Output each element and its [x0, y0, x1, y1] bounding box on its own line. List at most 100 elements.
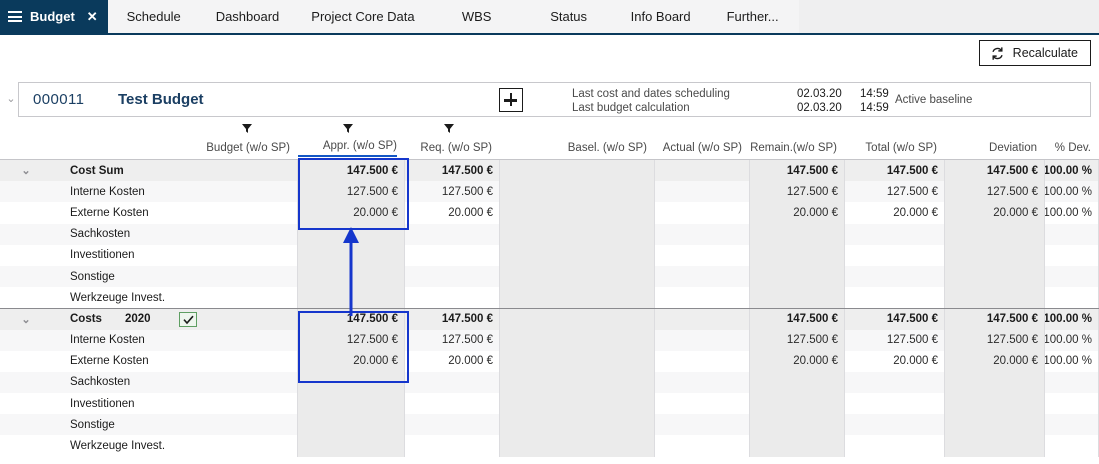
cell-pctdev[interactable]: 100.00 %	[1045, 160, 1099, 182]
cell-basel[interactable]	[500, 435, 655, 457]
cell-req[interactable]	[405, 371, 500, 394]
cell-basel[interactable]	[500, 393, 655, 415]
column-header-pctdev[interactable]: % Dev.	[1045, 142, 1091, 157]
cell-budget[interactable]	[203, 181, 298, 203]
tab-dashboard[interactable]: Dashboard	[200, 0, 296, 33]
cell-deviation[interactable]	[945, 265, 1045, 288]
cell-deviation[interactable]	[945, 287, 1045, 309]
cell-appr[interactable]: 147.500 €	[298, 309, 405, 330]
cell-deviation[interactable]: 147.500 €	[945, 160, 1045, 182]
group-row[interactable]: ⌄ Costs 2020 147.500 €147.500 €147.500 €147…	[0, 308, 1099, 330]
cell-deviation[interactable]	[945, 371, 1045, 394]
cell-total[interactable]: 127.500 €	[845, 329, 945, 351]
filter-funnel-icon[interactable]	[342, 123, 354, 134]
cell-budget[interactable]	[203, 265, 298, 288]
cell-remain[interactable]	[750, 393, 845, 415]
cell-actual[interactable]	[655, 329, 750, 351]
cell-req[interactable]: 147.500 €	[405, 160, 500, 182]
cell-remain[interactable]	[750, 287, 845, 309]
cell-basel[interactable]	[500, 287, 655, 309]
cell-budget[interactable]	[203, 287, 298, 309]
cell-remain[interactable]	[750, 371, 845, 394]
cell-pctdev[interactable]: 100.00 %	[1045, 181, 1099, 203]
cell-deviation[interactable]	[945, 244, 1045, 266]
cell-basel[interactable]	[500, 371, 655, 394]
cell-deviation[interactable]: 127.500 €	[945, 329, 1045, 351]
cell-actual[interactable]	[655, 223, 750, 245]
table-row[interactable]: Externe Kosten 20.000 €20.000 €20.000 €20…	[0, 202, 1099, 224]
cell-deviation[interactable]: 127.500 €	[945, 181, 1045, 203]
cell-remain[interactable]	[750, 414, 845, 436]
cell-deviation[interactable]	[945, 414, 1045, 436]
expand-budget-header-icon[interactable]: ⌄	[6, 93, 16, 105]
cell-total[interactable]	[845, 435, 945, 457]
cell-actual[interactable]	[655, 244, 750, 266]
cell-remain[interactable]	[750, 435, 845, 457]
table-row[interactable]: Sonstige	[0, 265, 1099, 288]
cell-pctdev[interactable]: 100.00 %	[1045, 350, 1099, 372]
table-row[interactable]: Sonstige	[0, 414, 1099, 436]
cell-basel[interactable]	[500, 309, 655, 330]
table-row[interactable]: Sachkosten	[0, 223, 1099, 245]
cell-req[interactable]	[405, 287, 500, 309]
cell-total[interactable]: 127.500 €	[845, 181, 945, 203]
cell-appr[interactable]: 20.000 €	[298, 202, 405, 224]
column-header-budget[interactable]: Budget (w/o SP)	[203, 142, 290, 157]
cell-total[interactable]: 147.500 €	[845, 160, 945, 182]
plus-icon[interactable]	[499, 88, 523, 112]
cell-basel[interactable]	[500, 244, 655, 266]
tab-budget[interactable]: Budget ✕	[0, 0, 108, 33]
cell-appr[interactable]	[298, 223, 405, 245]
cell-req[interactable]: 127.500 €	[405, 329, 500, 351]
cell-basel[interactable]	[500, 265, 655, 288]
cell-deviation[interactable]: 20.000 €	[945, 202, 1045, 224]
cell-pctdev[interactable]: 100.00 %	[1045, 309, 1099, 330]
column-header-deviation[interactable]: Deviation	[945, 142, 1037, 157]
close-icon[interactable]: ✕	[86, 8, 98, 24]
cell-budget[interactable]	[203, 244, 298, 266]
table-row[interactable]: Investitionen	[0, 393, 1099, 415]
cell-req[interactable]	[405, 435, 500, 457]
recalculate-button[interactable]: Recalculate	[978, 40, 1091, 66]
cell-actual[interactable]	[655, 265, 750, 288]
cell-appr[interactable]	[298, 265, 405, 288]
cell-basel[interactable]	[500, 329, 655, 351]
cell-pctdev[interactable]: 100.00 %	[1045, 202, 1099, 224]
cell-budget[interactable]	[203, 350, 298, 372]
cell-total[interactable]	[845, 393, 945, 415]
cell-remain[interactable]	[750, 265, 845, 288]
cell-basel[interactable]	[500, 202, 655, 224]
cell-remain[interactable]	[750, 223, 845, 245]
column-header-basel[interactable]: Basel. (w/o SP)	[500, 142, 647, 157]
column-header-req[interactable]: Req. (w/o SP)	[405, 142, 492, 157]
cell-appr[interactable]	[298, 414, 405, 436]
table-row[interactable]: Interne Kosten 127.500 €127.500 €127.500 …	[0, 329, 1099, 351]
cell-remain[interactable]: 147.500 €	[750, 160, 845, 182]
cell-req[interactable]: 127.500 €	[405, 181, 500, 203]
cell-deviation[interactable]: 20.000 €	[945, 350, 1045, 372]
cell-appr[interactable]	[298, 435, 405, 457]
cell-actual[interactable]	[655, 202, 750, 224]
filter-funnel-icon[interactable]	[241, 123, 253, 134]
hamburger-icon[interactable]	[8, 11, 22, 22]
cell-total[interactable]	[845, 265, 945, 288]
cell-basel[interactable]	[500, 350, 655, 372]
table-row[interactable]: Werkzeuge Invest.	[0, 287, 1099, 309]
cell-appr[interactable]	[298, 393, 405, 415]
cell-total[interactable]	[845, 244, 945, 266]
cell-basel[interactable]	[500, 181, 655, 203]
cell-actual[interactable]	[655, 287, 750, 309]
cell-total[interactable]	[845, 371, 945, 394]
tab-wbs[interactable]: WBS	[431, 0, 523, 33]
cell-pctdev[interactable]	[1045, 265, 1099, 288]
cell-budget[interactable]	[203, 414, 298, 436]
cell-budget[interactable]	[203, 371, 298, 394]
column-header-appr[interactable]: Appr. (w/o SP)	[298, 140, 397, 157]
tab-status[interactable]: Status	[523, 0, 615, 33]
cell-budget[interactable]	[203, 202, 298, 224]
cell-req[interactable]: 20.000 €	[405, 350, 500, 372]
tab-schedule[interactable]: Schedule	[108, 0, 200, 33]
cell-actual[interactable]	[655, 309, 750, 330]
cell-total[interactable]	[845, 414, 945, 436]
cell-pctdev[interactable]	[1045, 287, 1099, 309]
